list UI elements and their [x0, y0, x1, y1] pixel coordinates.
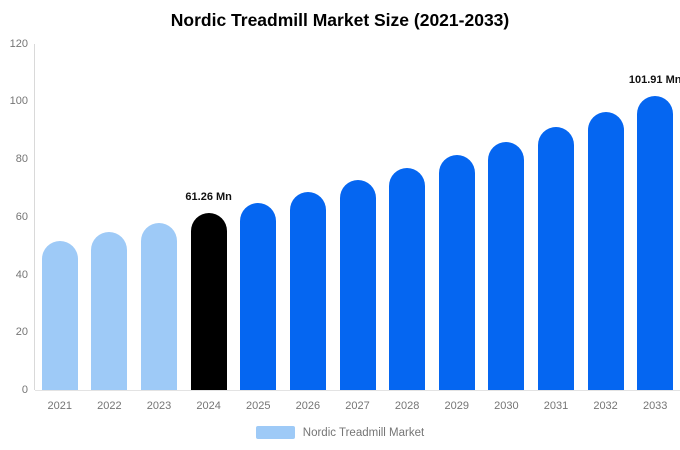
y-axis-tick-label: 100 [9, 95, 28, 108]
y-axis-tick-label: 0 [21, 384, 28, 396]
x-axis-tick-label-2028: 2028 [394, 400, 420, 412]
bar-2030[interactable] [488, 141, 525, 390]
bar-2026[interactable] [289, 191, 326, 390]
x-axis-tick-label-2021: 2021 [47, 400, 73, 412]
bar-2031[interactable] [537, 127, 574, 390]
chart-title: Nordic Treadmill Market Size (2021-2033) [170, 10, 510, 30]
bar-2023[interactable] [141, 222, 178, 390]
x-axis-tick-label-2030: 2030 [494, 400, 519, 412]
x-axis-tick-label-2029: 2029 [444, 400, 469, 412]
x-axis-tick-label-2023: 2023 [146, 400, 172, 412]
x-axis-tick-label-2025: 2025 [246, 400, 271, 412]
bar-value-label-2033: 101.91 Mn [628, 73, 680, 86]
legend-label: Nordic Treadmill Market [302, 426, 425, 439]
y-axis-tick-label: 60 [15, 210, 28, 223]
x-axis-tick-label-2024: 2024 [196, 400, 221, 412]
y-axis-tick-label: 120 [9, 37, 28, 50]
bar-value-label-2024: 61.26 Mn [185, 191, 232, 204]
x-axis-line [35, 389, 680, 391]
bar-2024[interactable] [190, 213, 227, 390]
legend-swatch-icon [255, 426, 295, 439]
y-axis-line [34, 43, 35, 390]
bar-2028[interactable] [389, 168, 426, 390]
y-axis-tick-label: 80 [15, 153, 28, 165]
y-axis-tick-label: 20 [15, 326, 28, 339]
y-axis-tick-label: 40 [15, 268, 28, 281]
bar-2033[interactable] [637, 95, 674, 390]
bar-2032[interactable] [587, 111, 624, 390]
bar-2027[interactable] [339, 180, 376, 390]
bar-2025[interactable] [240, 202, 277, 390]
x-axis-tick-label-2032: 2032 [593, 400, 618, 412]
x-axis-tick-label-2031: 2031 [543, 400, 569, 412]
bar-2029[interactable] [438, 155, 475, 390]
legend[interactable]: Nordic Treadmill Market [0, 426, 680, 439]
bar-2021[interactable] [41, 240, 78, 390]
bar-2022[interactable] [91, 232, 128, 390]
x-axis-tick-label-2033: 2033 [642, 400, 668, 412]
x-axis-tick-label-2026: 2026 [295, 400, 321, 412]
x-axis-tick-label-2022: 2022 [97, 400, 122, 412]
x-axis-tick-label-2027: 2027 [345, 400, 370, 412]
